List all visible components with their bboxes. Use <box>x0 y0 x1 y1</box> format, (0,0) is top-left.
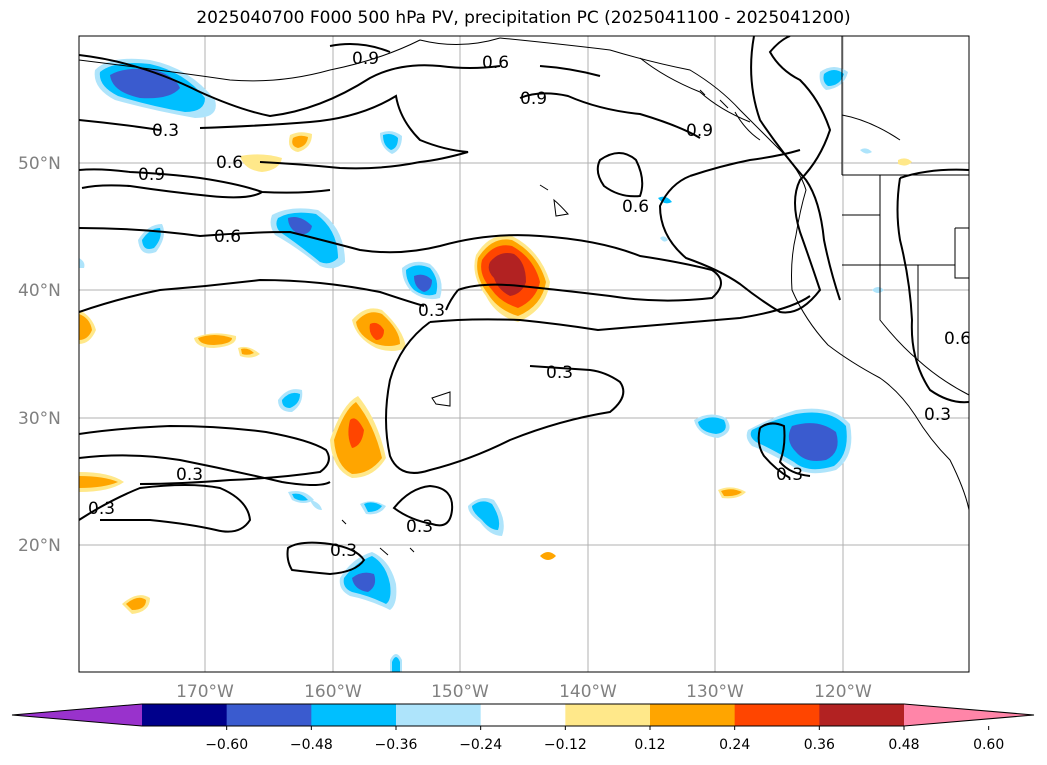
colorbar-tick-label: 0.36 <box>804 737 835 753</box>
lon-label-130w: 130°W <box>686 682 744 702</box>
colorbar-outline <box>11 703 1035 727</box>
contour-label: 0.3 <box>924 405 951 425</box>
colorbar-segment <box>480 704 566 726</box>
contour-label: 0.3 <box>152 121 179 141</box>
colorbar-extend-low <box>12 704 142 726</box>
pv-contour-0.9-north <box>79 54 501 118</box>
lat-label-50n: 50°N <box>18 154 61 174</box>
colorbar: −0.60 −0.48 −0.36 −0.24 −0.12 0.12 0.24 0.36 0.4… <box>11 703 1035 753</box>
lat-label-30n: 30°N <box>18 409 61 429</box>
colorbar-tick-label: 0.48 <box>888 737 919 753</box>
colorbar-segment <box>142 704 228 726</box>
colorbar-tick-label: 0.24 <box>719 737 750 753</box>
contour-label: 0.9 <box>352 49 379 69</box>
contour-label: 0.3 <box>88 499 115 519</box>
contour-label: 0.6 <box>944 329 971 349</box>
contour-labels: 0.9 0.6 0.9 0.9 0.3 0.6 0.9 0.6 0.6 0.3 … <box>88 49 971 561</box>
contour-label: 0.9 <box>520 89 547 109</box>
contour-label: 0.6 <box>214 227 241 247</box>
contour-label: 0.3 <box>176 465 203 485</box>
colorbar-segment <box>650 704 736 726</box>
map-area <box>79 36 969 672</box>
lon-label-170w: 170°W <box>176 682 234 702</box>
contour-label: 0.3 <box>546 363 573 383</box>
contour-label: 0.9 <box>138 165 165 185</box>
colorbar-extend-high <box>904 704 1034 726</box>
precip-blob-positive <box>240 154 282 172</box>
pv-contours <box>79 36 969 576</box>
lat-label-20n: 20°N <box>18 536 61 556</box>
colorbar-segment <box>734 704 820 726</box>
contour-label: 0.6 <box>482 53 509 73</box>
colorbar-segment <box>226 704 312 726</box>
contour-label: 0.6 <box>622 197 649 217</box>
lon-label-160w: 160°W <box>304 682 362 702</box>
lon-label-120w: 120°W <box>814 682 872 702</box>
contour-label: 0.9 <box>686 121 713 141</box>
colorbar-segment <box>819 704 905 726</box>
lon-label-150w: 150°W <box>431 682 489 702</box>
colorbar-tick-label: −0.24 <box>459 737 502 753</box>
colorbar-segment <box>311 704 397 726</box>
colorbar-tick-label: −0.36 <box>375 737 418 753</box>
colorbar-segment <box>396 704 482 726</box>
map-frame <box>78 35 970 673</box>
precip-fill-layer <box>79 58 912 672</box>
lat-label-40n: 40°N <box>18 281 61 301</box>
colorbar-segment <box>565 704 651 726</box>
contour-label: 0.3 <box>406 517 433 537</box>
contour-label: 0.3 <box>776 465 803 485</box>
colorbar-tick-label: −0.48 <box>290 737 333 753</box>
lon-label-140w: 140°W <box>559 682 617 702</box>
colorbar-tick-label: 0.12 <box>634 737 665 753</box>
chart-title: 2025040700 F000 500 hPa PV, precipitatio… <box>196 8 851 28</box>
coastlines <box>79 36 969 556</box>
contour-label: 0.6 <box>216 153 243 173</box>
contour-label: 0.3 <box>330 541 357 561</box>
colorbar-tick-label: 0.60 <box>973 737 1004 753</box>
lon-labels: 170°W 160°W 150°W 140°W 130°W 120°W <box>176 682 872 702</box>
contour-label: 0.3 <box>418 301 445 321</box>
colorbar-tick-label: −0.12 <box>544 737 587 753</box>
colorbar-tick-label: −0.60 <box>205 737 248 753</box>
lat-labels: 50°N 40°N 30°N 20°N <box>18 154 61 556</box>
